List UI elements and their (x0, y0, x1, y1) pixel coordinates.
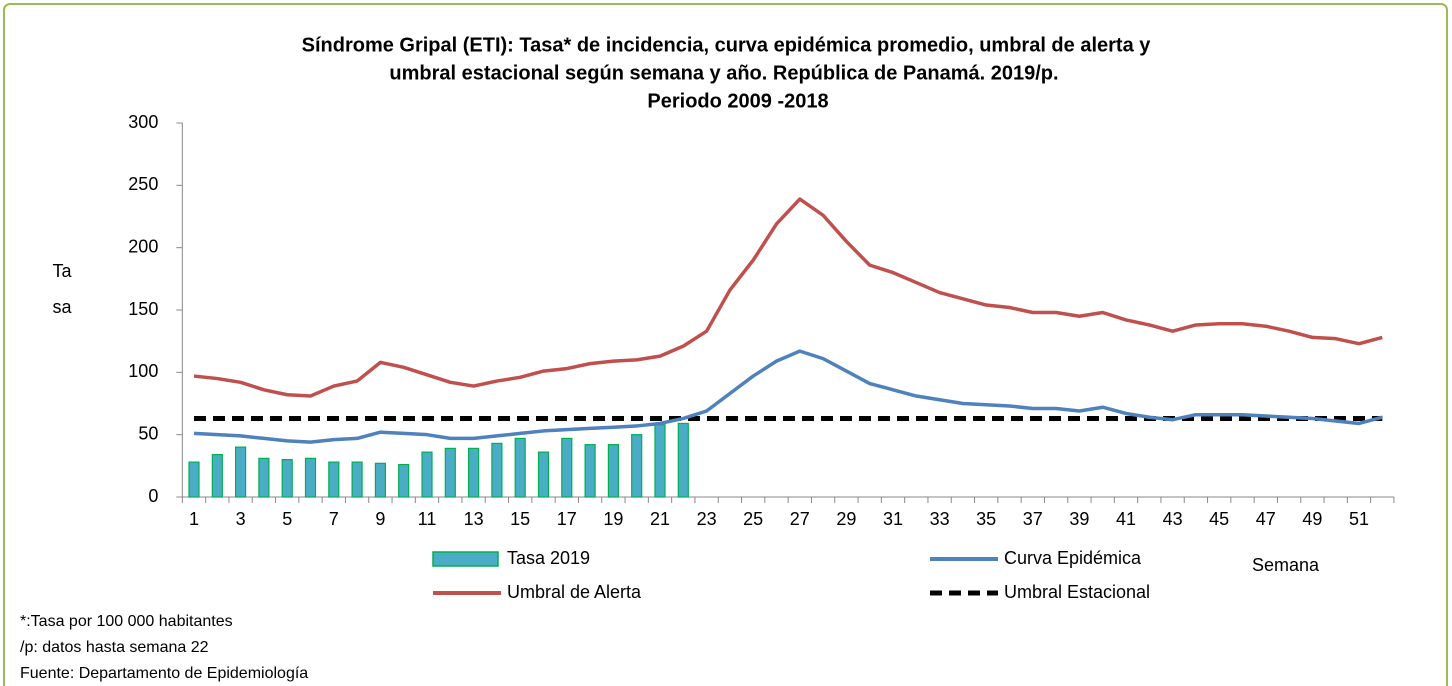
y-tick-label: 150 (128, 299, 158, 319)
bar (444, 447, 456, 498)
bar (584, 444, 596, 498)
y-tick-label: 100 (128, 361, 158, 381)
x-tick-label: 7 (329, 509, 339, 529)
bar (491, 442, 503, 498)
y-tick-label: 300 (128, 112, 158, 132)
line-series (193, 349, 1383, 444)
frame (3, 3, 1448, 686)
x-tick-label: 35 (976, 509, 996, 529)
x-tick-label: 45 (1209, 509, 1229, 529)
x-tick-label: 23 (697, 509, 717, 529)
x-tick-label: 47 (1256, 509, 1276, 529)
x-tick-label: 9 (375, 509, 385, 529)
bar (514, 437, 526, 498)
bar (211, 454, 223, 498)
y-axis-label: sa (52, 297, 72, 317)
bar (654, 424, 666, 498)
bar (258, 457, 270, 498)
chart-title: Síndrome Gripal (ETI): Tasa* de incidenc… (302, 34, 1152, 56)
x-tick-label: 51 (1349, 509, 1369, 529)
x-tick-label: 29 (836, 509, 856, 529)
x-tick-label: 17 (557, 509, 577, 529)
y-tick-label: 0 (148, 486, 158, 506)
x-tick-label: 49 (1302, 509, 1322, 529)
x-tick-label: 25 (743, 509, 763, 529)
x-tick-label: 39 (1069, 509, 1089, 529)
x-tick-label: 43 (1163, 509, 1183, 529)
x-tick-label: 3 (236, 509, 246, 529)
x-tick-label: 37 (1023, 509, 1043, 529)
x-tick-label: 21 (650, 509, 670, 529)
bar (537, 451, 550, 498)
bar (421, 451, 433, 498)
bar (398, 463, 410, 498)
bar (677, 422, 689, 498)
bar (351, 461, 363, 498)
footnote: *:Tasa por 100 000 habitantes (20, 613, 233, 630)
x-tick-label: 41 (1116, 509, 1136, 529)
bar (188, 461, 200, 498)
bar (328, 461, 340, 498)
bar (281, 459, 293, 498)
footnote: /p: datos hasta semana 22 (20, 639, 209, 656)
footnote: Fuente: Departamento de Epidemiología (20, 665, 308, 682)
bar (607, 444, 620, 498)
y-tick-label: 50 (138, 423, 158, 443)
x-tick-label: 31 (883, 509, 903, 529)
bar (304, 457, 317, 498)
legend-label: Tasa 2019 (507, 548, 590, 568)
line-series (193, 197, 1383, 398)
y-tick-label: 200 (128, 236, 158, 256)
chart-title: umbral estacional según semana y año. Re… (389, 62, 1058, 84)
bar (561, 437, 573, 498)
y-tick-label: 250 (128, 174, 158, 194)
x-tick-label: 1 (189, 509, 199, 529)
y-axis-label: Ta (52, 261, 72, 281)
x-tick-label: 11 (418, 509, 437, 529)
bar (374, 462, 386, 498)
bar (631, 434, 643, 498)
legend-swatch (432, 551, 499, 567)
x-tick-label: 13 (464, 509, 484, 529)
x-tick-label: 5 (282, 509, 292, 529)
x-tick-label: 15 (510, 509, 530, 529)
x-tick-label: 19 (603, 509, 623, 529)
x-tick-label: 33 (930, 509, 950, 529)
legend-label: Curva Epidémica (1004, 548, 1142, 568)
x-tick-label: 27 (790, 509, 810, 529)
x-axis-label: Semana (1252, 555, 1320, 575)
legend-label: Umbral Estacional (1004, 582, 1150, 602)
bar (235, 446, 247, 498)
legend-label: Umbral de Alerta (507, 582, 642, 602)
bar (468, 447, 480, 498)
chart-title: Periodo 2009 -2018 (647, 90, 828, 112)
